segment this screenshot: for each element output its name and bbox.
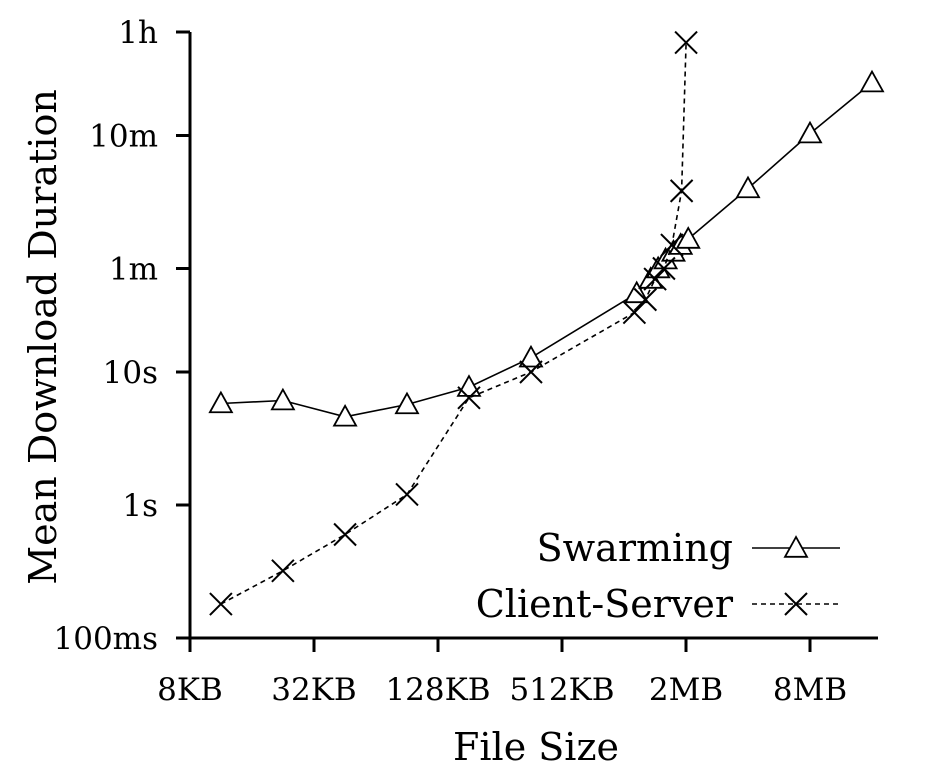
point-swarming-0 [208,390,234,414]
point-client-server-2 [333,522,357,547]
series-line-client-server [220,42,687,605]
point-client-server-6 [622,300,647,325]
point-swarming-15 [859,69,885,93]
legend: Swarming Client-Server [476,526,840,626]
point-client-server-3 [395,482,419,507]
y-tick-label-4: 10m [89,118,158,154]
x-tick-label-0: 8KB [157,672,223,708]
series-client-server [209,30,698,616]
y-tick-label-1: 1s [122,488,158,524]
point-swarming-2 [332,403,358,427]
point-swarming-13 [735,175,761,199]
x-tick-label-2: 128KB [385,672,490,708]
y-tick-label-2: 10s [103,355,158,391]
point-client-server-11 [669,179,694,203]
series-line-swarming [220,81,873,418]
point-swarming-5 [518,344,544,368]
legend-marker-client-server [784,592,808,616]
series-swarming [208,69,885,427]
point-client-server-1 [271,559,295,583]
x-tick-label-5: 8MB [773,672,847,708]
x-tick-label-3: 512KB [509,672,614,708]
series-layer [208,30,885,616]
point-client-server-5 [519,360,543,384]
point-swarming-3 [394,391,420,415]
point-swarming-12 [675,226,701,249]
point-client-server-4 [457,386,481,410]
y-ticks: 100ms 1s 10s 1m 10m 1h [54,15,190,657]
y-tick-label-3: 1m [109,251,158,287]
y-axis-label: Mean Download Duration [21,89,65,585]
point-client-server-8 [643,267,667,291]
point-client-server-10 [660,233,684,257]
point-swarming-1 [270,387,296,411]
legend-label-client-server: Client-Server [476,582,734,626]
chart-axes [188,32,878,640]
x-axis-label: File Size [453,725,619,769]
x-tick-label-4: 2MB [649,672,723,708]
y-tick-label-0: 100ms [54,621,158,657]
point-client-server-12 [674,30,698,55]
point-swarming-4 [456,374,482,397]
point-client-server-9 [652,256,676,281]
x-ticks: 8KB 32KB 128KB 512KB 2MB 8MB [157,638,847,708]
point-client-server-7 [633,287,658,312]
legend-marker-swarming [783,535,809,558]
y-tick-label-5: 1h [118,15,158,51]
legend-label-swarming: Swarming [537,526,733,570]
point-client-server-0 [209,592,233,616]
x-tick-label-1: 32KB [271,672,356,708]
point-swarming-14 [797,120,823,144]
